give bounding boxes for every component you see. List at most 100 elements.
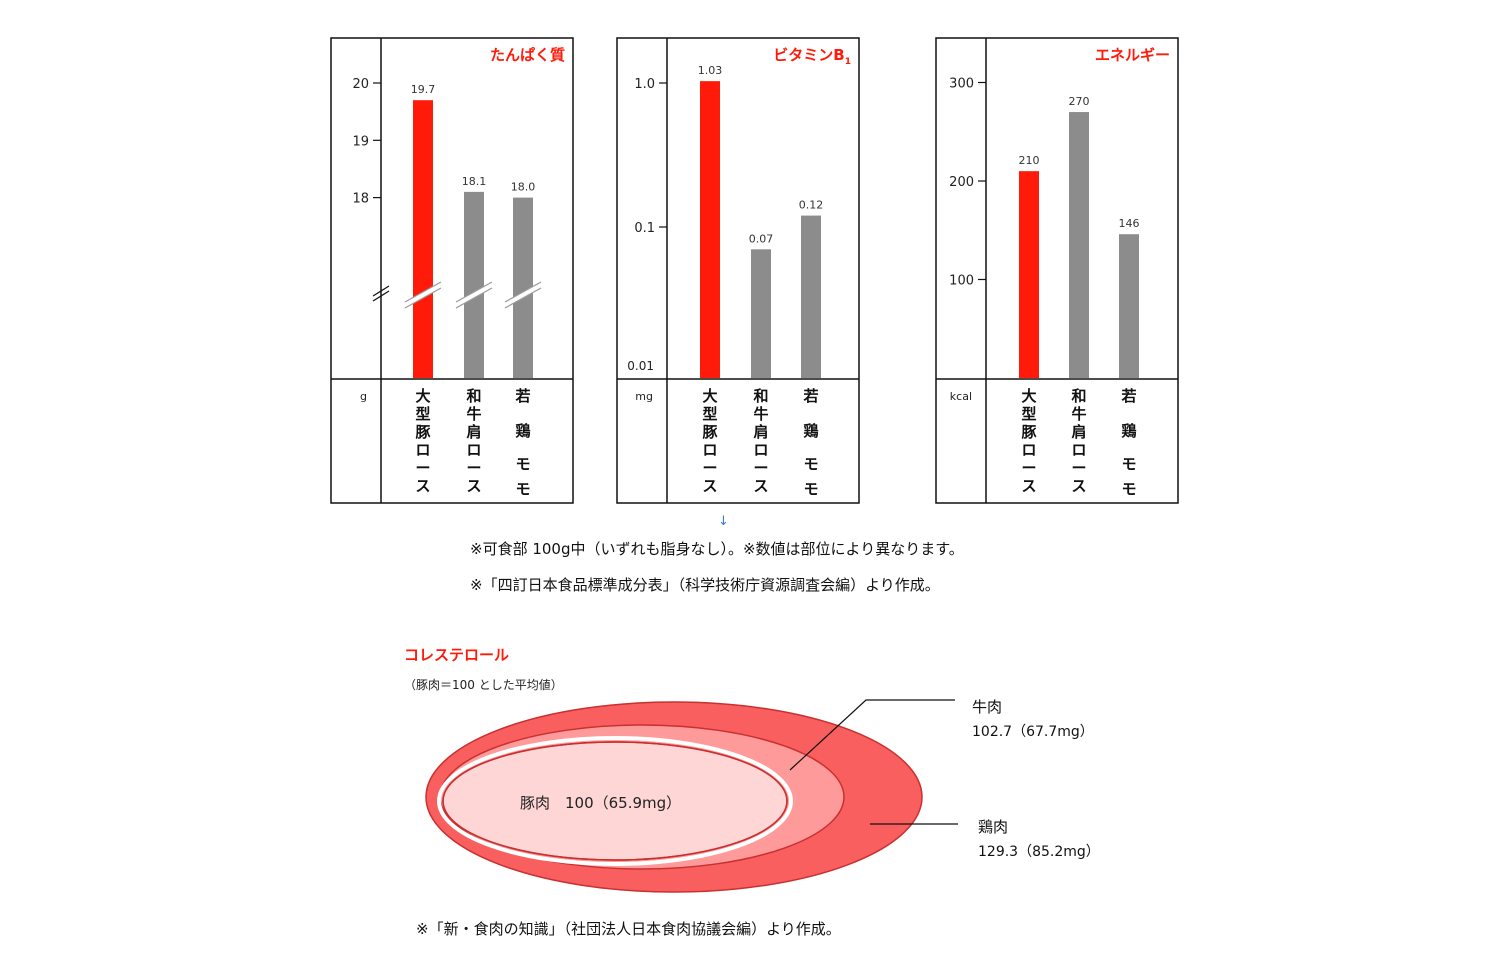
chart1-category-label-2: 和牛肩ロース <box>466 387 481 495</box>
beef-name: 牛肉 <box>972 698 1002 716</box>
chart2-category-char: 肩 <box>753 423 768 441</box>
chart1-tick-label: 18 <box>352 192 369 207</box>
chart2-category-char: 若 <box>802 387 818 405</box>
chart1-tick-label: 20 <box>352 77 369 92</box>
chart3-category-char: ー <box>1021 459 1036 477</box>
chart3-bar-3 <box>1119 234 1139 378</box>
chart1-category-char: ス <box>415 477 430 495</box>
chart1-tick-label: 19 <box>352 134 369 149</box>
chart1-axis-break-mark <box>372 285 390 297</box>
chart2-value-label-2: 0.07 <box>749 232 774 245</box>
chart1-break-mark <box>504 281 542 303</box>
chart3-category-char: モ <box>1121 480 1136 498</box>
chart2-bar-3 <box>801 215 821 378</box>
chart2-category-char: 型 <box>702 405 717 423</box>
chart1-category-label-3: 若鶏モモ <box>514 387 530 498</box>
chicken-value: 129.3（85.2mg） <box>978 844 1100 860</box>
chart2-unit-label: mg <box>635 390 653 403</box>
chart1-break-gap <box>503 282 543 308</box>
chart1-bar-3 <box>513 197 533 378</box>
chart3-unit-label: kcal <box>950 390 972 403</box>
source-note-2: ※「四訂日本食品標準成分表」（科学技術庁資源調査会編）より作成。 <box>470 576 940 594</box>
chart3-bar-1 <box>1019 171 1039 378</box>
chart2-category-char: モ <box>803 480 818 498</box>
chart1-break-mark <box>504 287 542 309</box>
chart3-tick-label: 100 <box>949 274 974 289</box>
chart2-frame <box>616 37 860 504</box>
chart1-category-char: モ <box>515 455 530 473</box>
chart2-category-label-2: 和牛肩ロース <box>753 387 768 495</box>
chart2-category-char: ロ <box>702 441 717 459</box>
chart3-value-label-3: 146 <box>1119 217 1140 230</box>
chart1-break-mark <box>404 287 442 309</box>
chart3-category-char: ス <box>1071 477 1086 495</box>
chart2-category-label-3: 若鶏モモ <box>802 387 818 498</box>
chart1-category-char: 豚 <box>415 423 430 441</box>
chart1-frame <box>330 37 574 504</box>
chart2-category-char: ロ <box>753 441 768 459</box>
chart1-category-char: ー <box>466 459 481 477</box>
chart1-category-char: 型 <box>415 405 430 423</box>
chart2-bar-2 <box>751 249 771 378</box>
chart1-bar-2 <box>464 191 484 378</box>
chart3-category-char: 豚 <box>1021 423 1036 441</box>
chart3-category-char: ロ <box>1071 441 1086 459</box>
chart2-category-char: 和 <box>753 387 768 405</box>
chart2-value-label-1: 1.03 <box>698 64 723 77</box>
chart1-category-char: ロ <box>466 441 481 459</box>
beef-leader-line <box>789 699 955 771</box>
chart1-category-char: 若 <box>514 387 530 405</box>
arrow-down-icon: ↓ <box>718 514 729 529</box>
source-note-3: ※「新・食肉の知識」（社団法人日本食肉協議会編）より作成。 <box>416 920 841 938</box>
chart1-value-label-1: 19.7 <box>411 83 436 96</box>
chart2-tick-label: 0.01 <box>627 359 654 373</box>
pork-label: 豚肉 100（65.9mg） <box>520 794 681 812</box>
chart3-bar-2 <box>1069 112 1089 379</box>
chart2-title-subscript: 1 <box>845 57 851 67</box>
chart3-category-label-3: 若鶏モモ <box>1120 387 1136 498</box>
chart1-title: たんぱく質 <box>490 46 565 64</box>
chart1-category-char: ー <box>415 459 430 477</box>
chart3-category-char: 牛 <box>1071 405 1086 423</box>
chart2-category-char: 牛 <box>753 405 768 423</box>
chart1-category-char: ス <box>466 477 481 495</box>
chart2-tick-label: 1.0 <box>634 77 655 92</box>
chart3-tick-label: 300 <box>949 77 974 92</box>
cholesterol-title: コレステロール <box>404 646 509 664</box>
chart2-category-char: 鶏 <box>803 422 818 440</box>
chart3-category-char: 鶏 <box>1121 422 1136 440</box>
chart3-category-char: ロ <box>1021 441 1036 459</box>
chart3-category-label-2: 和牛肩ロース <box>1071 387 1086 495</box>
chart2-category-char: ス <box>702 477 717 495</box>
chart3-category-char: 和 <box>1071 387 1086 405</box>
chart2-bar-1 <box>700 81 720 379</box>
chart2-category-char: ー <box>753 459 768 477</box>
chart3-frame <box>935 37 1179 504</box>
chart3-value-label-2: 270 <box>1069 95 1090 108</box>
ellipse-ring <box>437 736 793 866</box>
chart1-unit-label: g <box>360 390 367 403</box>
chart1-break-mark <box>455 287 493 309</box>
chart3-value-label-1: 210 <box>1019 154 1040 167</box>
chart1-category-char: モ <box>515 480 530 498</box>
chart1-break-gap <box>403 282 443 308</box>
chart2-category-char: 大 <box>702 387 717 405</box>
chart3-tick-label: 200 <box>949 175 974 190</box>
chart2-category-char: モ <box>803 455 818 473</box>
chart1-break-mark <box>455 281 493 303</box>
chart3-category-char: 若 <box>1120 387 1136 405</box>
chart3-category-char: 型 <box>1021 405 1036 423</box>
chart3-category-char: ー <box>1071 459 1086 477</box>
chart1-break-mark <box>404 281 442 303</box>
chart2-category-char: ー <box>702 459 717 477</box>
chart2-title: ビタミンB1 <box>773 46 851 67</box>
chart3-category-char: 肩 <box>1071 423 1086 441</box>
source-note-1: ※可食部 100g中（いずれも脂身なし）。※数値は部位により異なります。 <box>470 540 964 558</box>
chart1-category-label-1: 大型豚ロース <box>415 387 430 495</box>
chart1-value-label-2: 18.1 <box>462 175 487 188</box>
chart1-category-char: 肩 <box>466 423 481 441</box>
chart3-category-char: モ <box>1121 455 1136 473</box>
chart1-bar-1 <box>413 100 433 378</box>
chicken-name: 鶏肉 <box>978 818 1008 836</box>
